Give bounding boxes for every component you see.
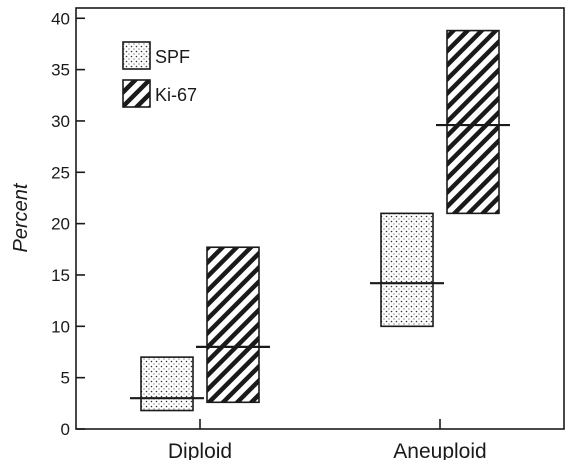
y-tick-label: 35 — [51, 61, 70, 80]
legend: SPF Ki-67 — [122, 41, 197, 108]
x-axis-ticks: Diploid Aneuploid — [168, 419, 487, 460]
y-tick-label: 10 — [51, 317, 70, 336]
legend-label-ki67: Ki-67 — [155, 85, 197, 105]
legend-swatch-ki67 — [122, 79, 151, 108]
plot-frame — [75, 7, 565, 430]
bars-layer — [130, 29, 510, 412]
bar-spf-aneuploid — [380, 212, 434, 328]
legend-label-spf: SPF — [155, 47, 190, 67]
y-tick-label: 5 — [61, 369, 70, 388]
y-tick-label: 25 — [51, 163, 70, 182]
bar-ki67-diploid — [206, 246, 260, 404]
y-tick-label: 20 — [51, 215, 70, 234]
y-tick-label: 40 — [51, 9, 70, 28]
x-category-label: Aneuploid — [393, 440, 486, 460]
y-axis-ticks: 0 5 10 15 20 25 30 35 40 — [51, 9, 85, 439]
bar-spf-diploid — [140, 356, 194, 412]
x-category-label: Diploid — [168, 440, 232, 460]
y-axis-title: Percent — [10, 182, 32, 252]
y-tick-label: 30 — [51, 112, 70, 131]
bar-ki67-aneuploid — [446, 29, 500, 215]
legend-swatch-spf — [122, 41, 151, 70]
y-tick-label: 15 — [51, 266, 70, 285]
y-tick-label: 0 — [61, 420, 70, 439]
